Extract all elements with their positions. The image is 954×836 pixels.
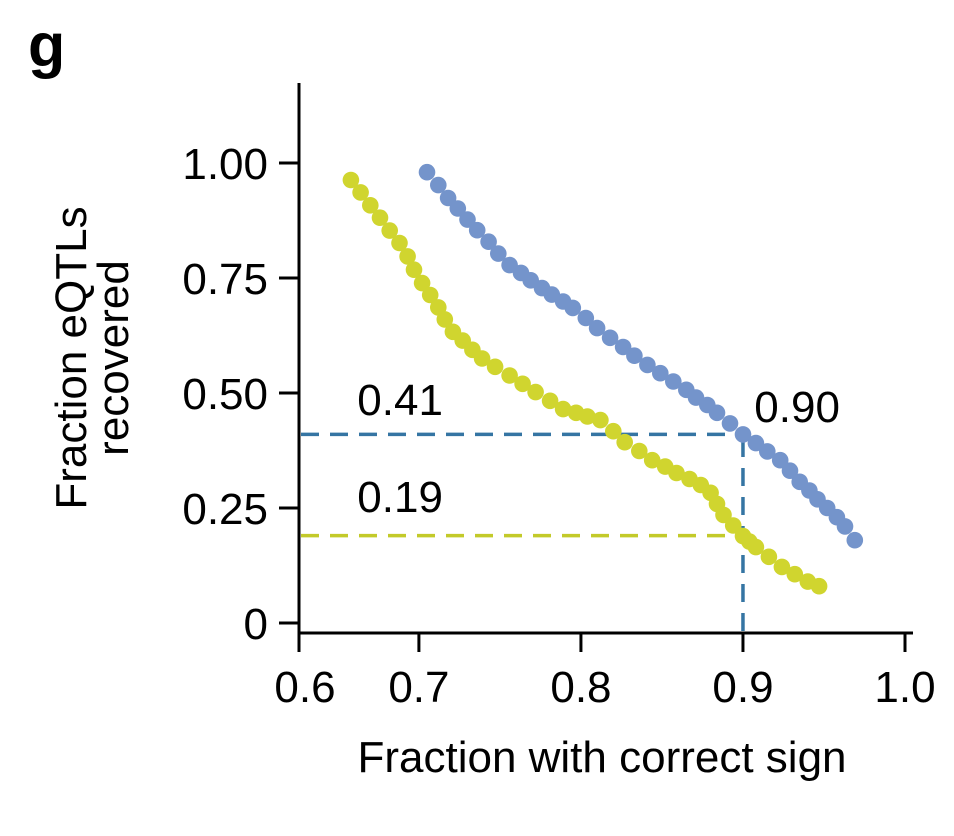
y-tick-label: 1.00	[182, 140, 268, 189]
axes-layer: 0.6 0.7 0.8 0.9 1.000.250.500.751.00	[182, 83, 936, 712]
data-point	[449, 200, 467, 217]
data-point	[601, 329, 619, 347]
series-layer	[342, 163, 864, 595]
data-point	[486, 358, 504, 376]
data-point	[810, 577, 828, 595]
data-point	[381, 222, 399, 239]
y-tick-label: 0	[244, 600, 268, 649]
y-tick-label: 0.75	[182, 255, 268, 304]
data-point	[418, 163, 436, 181]
data-point	[614, 338, 632, 356]
x-tick-label: 1.0	[874, 663, 935, 712]
data-point	[846, 531, 864, 549]
y-axis-title-line1: Fraction eQTLs	[47, 206, 96, 509]
data-point	[760, 548, 778, 566]
series-yellow-curve	[342, 171, 828, 595]
data-point	[592, 411, 609, 429]
series-blue-curve	[418, 163, 864, 549]
x-tick-label: 0.9	[712, 663, 773, 712]
data-point	[501, 367, 518, 384]
data-point	[490, 245, 507, 262]
data-point	[541, 392, 559, 410]
data-point	[639, 356, 656, 374]
data-point	[643, 451, 661, 469]
data-point	[747, 434, 765, 452]
data-point	[734, 426, 752, 443]
data-point	[665, 373, 682, 390]
data-point	[668, 464, 685, 482]
data-point	[436, 311, 454, 328]
data-point	[413, 274, 431, 292]
data-point	[514, 375, 531, 393]
data-point	[781, 462, 799, 480]
y-axis-title-line2: recovered	[89, 260, 138, 456]
data-point	[459, 211, 476, 228]
data-point	[391, 234, 408, 252]
reference-lines-layer	[301, 432, 745, 631]
data-point	[721, 415, 739, 432]
data-point	[421, 286, 439, 304]
data-point	[527, 383, 544, 401]
data-point	[564, 299, 582, 317]
data-point	[405, 261, 423, 279]
data-point	[626, 347, 643, 365]
y-tick-label: 0.25	[182, 485, 268, 534]
x-tick-label: 0.7	[388, 663, 449, 712]
data-point	[577, 309, 595, 327]
data-point	[439, 189, 457, 207]
data-point	[715, 506, 732, 524]
data-point	[468, 221, 486, 239]
data-point	[430, 176, 447, 194]
data-point	[588, 319, 606, 337]
data-point	[708, 404, 726, 422]
annotation-0.41: 0.41	[357, 376, 443, 425]
data-point	[342, 171, 360, 189]
data-point	[759, 443, 776, 460]
data-point	[786, 565, 804, 583]
x-tick-label: 0.8	[550, 663, 611, 712]
annotation-0.90: 0.90	[754, 383, 840, 432]
data-point	[352, 184, 369, 201]
data-point	[362, 197, 379, 214]
data-point	[554, 400, 572, 418]
data-point	[724, 517, 742, 534]
x-tick-label: 0.6	[274, 663, 335, 712]
data-point	[747, 538, 765, 556]
data-point	[579, 408, 596, 425]
y-tick-label: 0.50	[182, 370, 268, 419]
annotation-0.19: 0.19	[357, 473, 443, 522]
data-point	[652, 364, 669, 382]
data-point	[605, 422, 622, 440]
data-point	[473, 350, 491, 367]
data-point	[631, 442, 648, 460]
panel-label: g	[28, 11, 65, 79]
data-point	[480, 233, 497, 250]
data-point	[371, 209, 389, 226]
x-axis-title: Fraction with correct sign	[357, 733, 846, 782]
data-point	[399, 248, 416, 265]
data-point	[771, 451, 789, 469]
annotations-layer: 0.41 0.19 0.90	[357, 376, 840, 522]
data-point	[773, 558, 791, 576]
data-point	[836, 518, 854, 535]
data-point	[616, 433, 633, 451]
